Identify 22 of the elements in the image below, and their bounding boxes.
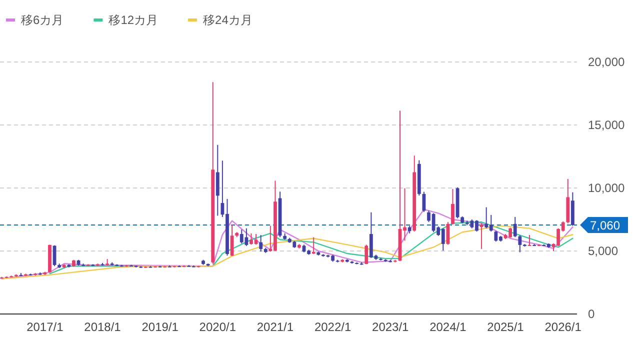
y-tick-label: 5,000 xyxy=(588,244,618,258)
y-tick-label: 15,000 xyxy=(588,118,626,132)
legend-label: 移24カ月 xyxy=(203,13,252,27)
legend-移12カ月: 移12カ月 xyxy=(94,13,158,27)
x-tick-label: 2024/1 xyxy=(430,320,467,334)
legend-移24カ月: 移24カ月 xyxy=(188,13,252,27)
x-tick-label: 2022/1 xyxy=(314,320,352,334)
x-tick-label: 2023/1 xyxy=(372,320,410,334)
legend-移6カ月: 移6カ月 xyxy=(6,13,64,27)
legend-label: 移12カ月 xyxy=(108,13,158,27)
x-tick-label: 2019/1 xyxy=(142,320,179,334)
x-tick-label: 2021/1 xyxy=(256,320,294,334)
y-tick-label: 10,000 xyxy=(588,181,626,195)
y-tick-label: 0 xyxy=(588,307,595,321)
y-tick-label: 20,000 xyxy=(588,55,626,69)
x-tick-label: 2026/1 xyxy=(544,320,582,334)
x-tick-label: 2020/1 xyxy=(199,320,236,334)
ref-line-label: 7,060 xyxy=(590,218,620,233)
x-tick-label: 2017/1 xyxy=(26,320,64,334)
x-tick-label: 2018/1 xyxy=(84,320,122,334)
legend-label: 移6カ月 xyxy=(21,13,64,27)
x-tick-label: 2025/1 xyxy=(487,320,524,334)
